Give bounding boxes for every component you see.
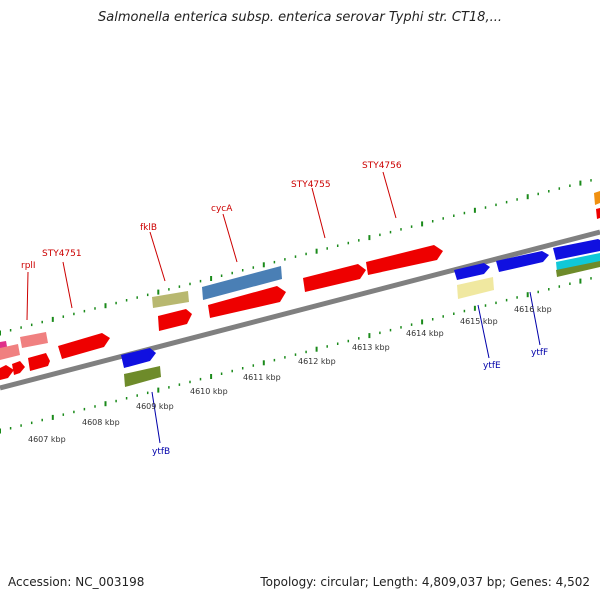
gene-arrow [0,365,14,380]
gene-arrow [457,277,494,299]
gene-label-fklb: fklB [140,223,157,233]
gene-arrow [124,366,161,387]
gene-label-sty4756: STY4756 [362,161,402,171]
scale-label: 4613 kbp [352,343,390,352]
gene-arrow [553,239,600,260]
feature-arrows [0,191,600,387]
gene-arrow [12,361,25,375]
gene-arrow [303,264,366,292]
gene-arrow [58,333,110,359]
gene-label-cyca: cycA [211,204,233,214]
scale-label: 4609 kbp [136,402,174,411]
gene-arrow [152,291,189,308]
gene-arrow [121,348,156,368]
gene-arrow [208,286,286,318]
scale-label: 4612 kbp [298,357,336,366]
gene-arrow [596,208,600,219]
upper-tick-row [0,179,592,336]
gene-label-ytfe: ytfE [483,361,501,371]
scale-label: 4610 kbp [190,387,228,396]
gene-arrow [202,266,282,300]
gene-arrow [556,261,600,277]
leader-lines [26,171,541,444]
genome-backbone [0,229,600,391]
gene-arrow [594,191,600,205]
gene-label-sty4751: STY4751 [42,249,82,259]
scale-label: 4614 kbp [406,329,444,338]
scale-label: 4616 kbp [514,305,552,314]
gene-arrow [496,251,549,272]
scale-label: 4608 kbp [82,418,120,427]
scale-label: 4611 kbp [243,373,281,382]
gene-arrow [28,353,50,371]
gene-arrow [454,263,490,280]
gene-arrow [20,332,48,348]
gene-arrow [158,309,192,331]
gene-label-ytfb: ytfB [152,447,170,457]
accession-label: Accession: NC_003198 [8,575,145,589]
gene-label-sty4755: STY4755 [291,180,331,190]
lower-tick-row [0,277,592,434]
gene-label-ytff: ytfF [531,348,548,358]
gene-label-rpli: rplI [21,261,36,271]
genome-summary: Topology: circular; Length: 4,809,037 bp… [260,575,590,589]
gene-arrow [556,253,600,272]
gene-arrow [0,344,20,360]
map-title: Salmonella enterica subsp. enterica sero… [98,10,502,25]
scale-label: 4615 kbp [460,317,498,326]
gene-arrow [366,245,443,275]
scale-label: 4607 kbp [28,435,66,444]
